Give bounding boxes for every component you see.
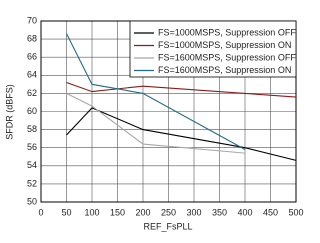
- x-tick-label: 200: [135, 207, 150, 217]
- x-tick-label: 300: [186, 207, 201, 217]
- legend-label: FS=1000MSPS, Suppression OFF: [158, 27, 296, 37]
- x-tick-label: 350: [212, 207, 227, 217]
- x-tick-label: 150: [110, 207, 125, 217]
- y-tick-label: 64: [27, 70, 37, 80]
- y-tick-label: 54: [27, 160, 37, 170]
- x-tick-label: 500: [288, 207, 303, 217]
- y-tick-label: 62: [27, 88, 37, 98]
- y-tick-label: 66: [27, 52, 37, 62]
- y-axis-title: SFDR (dBFS): [4, 84, 14, 140]
- x-tick-label: 50: [61, 207, 71, 217]
- y-tick-label: 50: [27, 196, 37, 206]
- x-tick-label: 100: [84, 207, 99, 217]
- y-tick-label: 68: [27, 33, 37, 43]
- y-tick-label: 52: [27, 178, 37, 188]
- x-tick-label: 450: [263, 207, 278, 217]
- legend-label: FS=1600MSPS, Suppression ON: [158, 65, 291, 75]
- series-line: [66, 92, 246, 154]
- x-axis-title: REF_FsPLL: [143, 221, 192, 231]
- y-tick-label: 60: [27, 106, 37, 116]
- series-line: [66, 82, 297, 98]
- x-tick-label: 400: [237, 207, 252, 217]
- y-tick-label: 70: [27, 15, 37, 25]
- series-line: [66, 107, 297, 161]
- series-line: [66, 33, 246, 150]
- y-tick-label: 56: [27, 142, 37, 152]
- legend-label: FS=1000MSPS, Suppression ON: [158, 40, 291, 50]
- x-tick-label: 250: [161, 207, 176, 217]
- y-tick-label: 58: [27, 124, 37, 134]
- x-tick-label: 0: [38, 207, 43, 217]
- legend-box: [129, 20, 297, 78]
- legend-label: FS=1600MSPS, Suppression OFF: [158, 52, 296, 62]
